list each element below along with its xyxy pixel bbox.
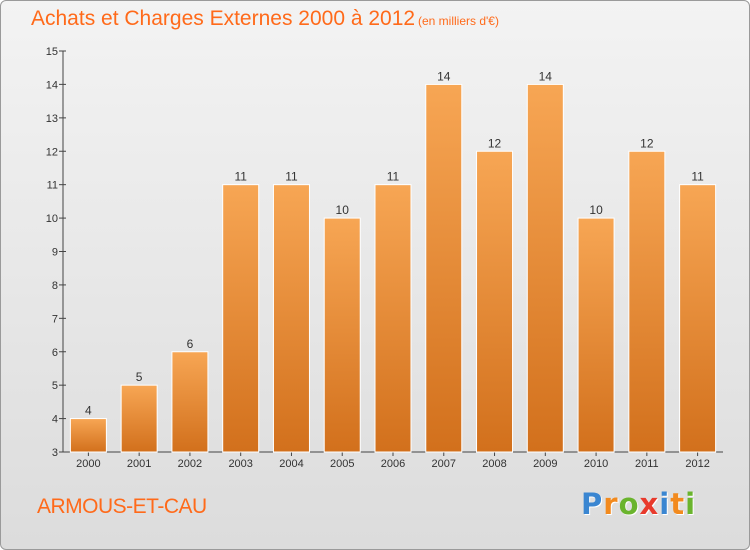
bar (526, 83, 564, 453)
x-tick-label: 2005 (330, 458, 354, 470)
logo-letter: t (670, 487, 686, 521)
data-label: 11 (691, 170, 704, 184)
data-label: 11 (234, 170, 247, 184)
bar (120, 384, 158, 453)
x-tick-label: 2010 (584, 458, 608, 470)
bar (476, 150, 514, 453)
bar (323, 217, 361, 453)
x-tick-label: 2011 (635, 458, 659, 470)
data-label: 11 (285, 170, 298, 184)
data-label: 4 (85, 404, 92, 418)
x-tick-label: 2008 (482, 458, 506, 470)
bar (628, 150, 666, 453)
x-tick-label: 2003 (228, 458, 252, 470)
x-tick-label: 2002 (178, 458, 202, 470)
y-tick-label: 3 (52, 447, 58, 459)
x-tick-label: 2000 (76, 458, 100, 470)
data-label: 12 (488, 136, 502, 150)
y-tick-label: 4 (52, 414, 58, 426)
y-tick-label: 8 (52, 280, 58, 292)
logo-letter: x (639, 487, 660, 521)
bar (272, 184, 310, 453)
bar (171, 351, 209, 453)
y-tick-label: 12 (46, 146, 58, 158)
x-tick-label: 2007 (432, 458, 456, 470)
logo-letter: i (659, 487, 671, 521)
x-tick-label: 2009 (533, 458, 557, 470)
logo-letter: o (618, 487, 640, 521)
data-label: 10 (336, 203, 350, 217)
y-tick-label: 15 (46, 46, 58, 58)
x-tick-label: 2012 (685, 458, 709, 470)
data-label: 11 (387, 170, 400, 184)
bar (577, 217, 615, 453)
y-tick-label: 9 (52, 247, 58, 259)
x-tick-label: 2006 (381, 458, 405, 470)
bar (425, 83, 463, 453)
data-label: 5 (136, 370, 143, 384)
data-label: 6 (187, 337, 194, 351)
y-tick-label: 10 (46, 213, 58, 225)
data-label: 10 (589, 203, 603, 217)
bar (679, 184, 717, 453)
logo-letter: P (581, 487, 604, 521)
chart-title: Achats et Charges Externes 2000 à 2012 (31, 7, 416, 30)
chart-subtitle: (en milliers d'€) (418, 14, 499, 28)
y-tick-label: 13 (46, 113, 58, 125)
y-tick-label: 6 (52, 347, 58, 359)
bar (374, 184, 412, 453)
x-tick-label: 2001 (127, 458, 151, 470)
y-tick-label: 7 (52, 313, 58, 325)
y-tick-label: 14 (46, 79, 58, 91)
town-name: ARMOUS-ET-CAU (37, 495, 207, 518)
y-tick-label: 11 (47, 180, 58, 192)
logo-letter: r (603, 487, 619, 521)
proxiti-logo: Proxiti (581, 487, 696, 521)
bar (69, 418, 107, 453)
x-tick-label: 2004 (279, 458, 303, 470)
data-label: 12 (640, 136, 654, 150)
bar (222, 184, 260, 453)
data-label: 14 (539, 69, 553, 83)
data-label: 14 (437, 69, 451, 83)
logo-letter: i (685, 487, 697, 521)
y-tick-label: 5 (52, 380, 58, 392)
